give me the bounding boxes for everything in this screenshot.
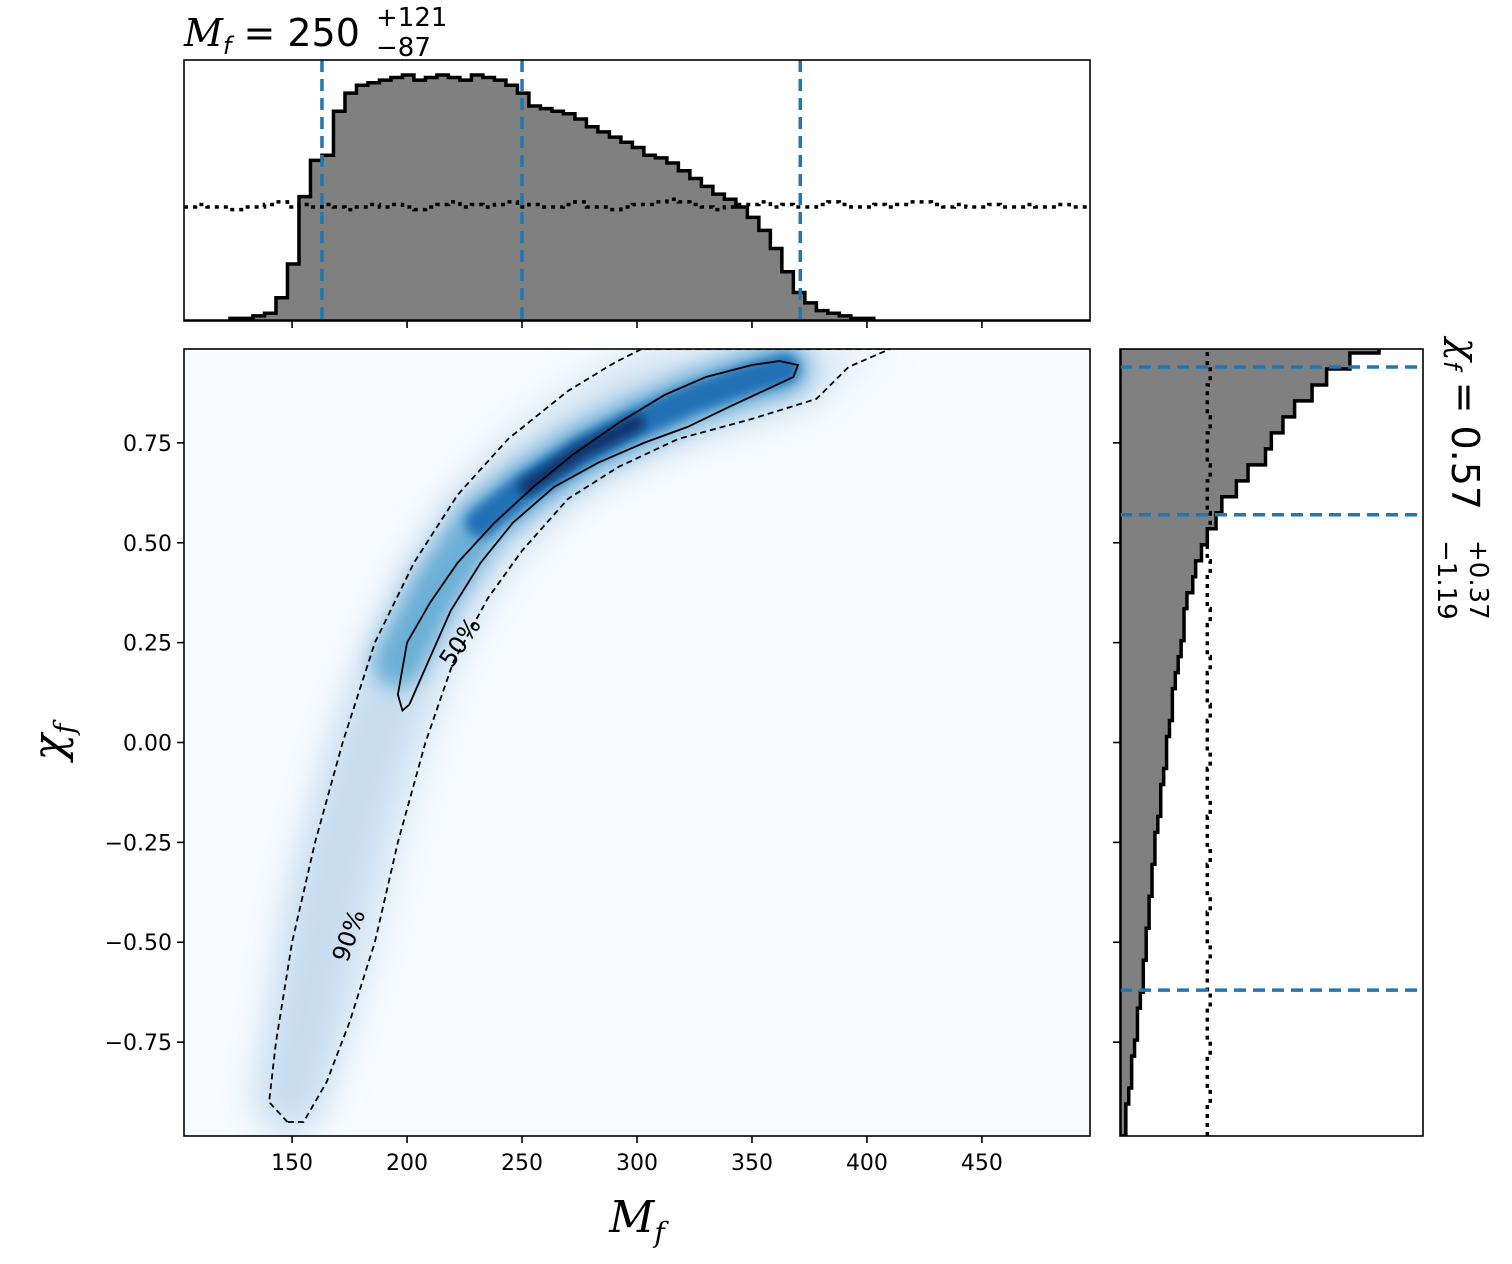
x-tick-label: 350 [731, 1151, 773, 1176]
top-prior-histogram [184, 197, 1090, 212]
x-tick-label: 300 [616, 1151, 658, 1176]
y-tick-label: −0.25 [105, 831, 172, 856]
contour-50 [396, 360, 800, 713]
x-tick-label: 150 [271, 1151, 313, 1176]
y-tick-label: −0.50 [105, 931, 172, 956]
right-posterior-histogram [1120, 349, 1381, 1136]
x-tick-label: 450 [961, 1151, 1003, 1176]
x-axis-label: Mf [608, 1192, 669, 1249]
main-panel: 50%90% 150 200 250 300 350 400 450 −0.75−0.50−… [24, 348, 1091, 1249]
right-prior-histogram [1205, 349, 1212, 1136]
y-tick-label: 0.25 [123, 632, 172, 657]
x-tick-label: 250 [501, 1151, 543, 1176]
y-tick-label: 0.50 [123, 532, 172, 557]
right-marginal-title: χf = 0.57 +0.37 −1.19 [1431, 335, 1493, 620]
right-marginal-title-sup: +0.37 [1463, 540, 1493, 620]
density-heatmap [257, 349, 890, 1133]
right-marginal-panel: χf = 0.57 +0.37 −1.19 [1113, 335, 1493, 1137]
density-peak [518, 414, 645, 495]
top-marginal-title-sub: −87 [376, 33, 431, 63]
top-marginal-title-sup: +121 [376, 3, 447, 33]
y-tick-label: 0.00 [123, 732, 172, 757]
y-axis-label: χf [24, 719, 81, 764]
contour-90 [268, 349, 891, 1123]
top-marginal-title: Mf = 250 [183, 11, 360, 60]
y-tick-label: 0.75 [123, 432, 172, 457]
y-tick-label: −0.75 [105, 1031, 172, 1056]
x-tick-label: 200 [386, 1151, 428, 1176]
top-marginal-panel: Mf = 250 +121 −87 [183, 3, 1091, 328]
right-marginal-title-sub: −1.19 [1431, 540, 1461, 620]
x-tick-label: 400 [846, 1151, 888, 1176]
top-posterior-histogram [184, 73, 1090, 321]
svg-text:χf = 0.57: χf = 0.57 [1438, 335, 1487, 510]
